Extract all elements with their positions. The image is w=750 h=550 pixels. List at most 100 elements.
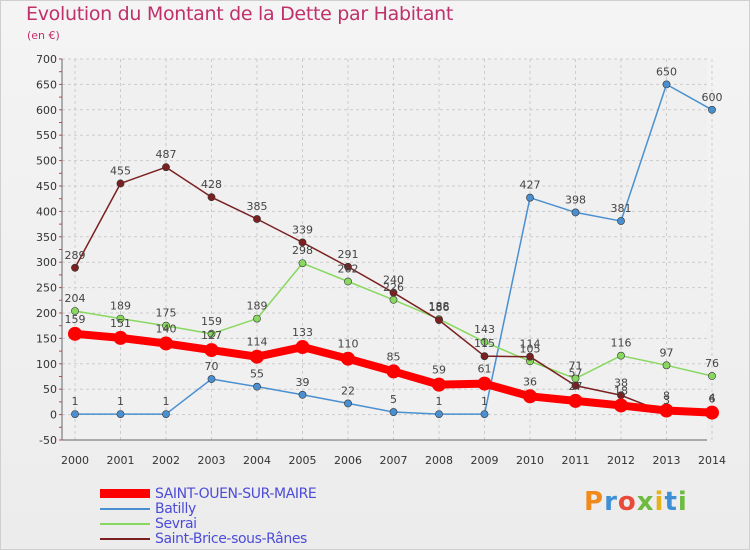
- data-label: 39: [296, 376, 310, 389]
- data-label: 36: [523, 375, 537, 388]
- data-label: 175: [156, 307, 177, 320]
- data-label: 70: [205, 360, 219, 373]
- data-point: [571, 208, 580, 217]
- x-tick-label: 2004: [243, 454, 271, 467]
- data-point: [253, 382, 261, 391]
- data-label: 4: [709, 392, 716, 405]
- data-label: 27: [569, 380, 583, 393]
- x-tick-label: 2008: [425, 454, 453, 467]
- data-label: 151: [110, 317, 131, 330]
- data-label: 1: [72, 395, 79, 408]
- data-point: [344, 399, 352, 408]
- data-point: [162, 410, 170, 418]
- y-tick-label: 100: [36, 358, 57, 371]
- logo-letter: P: [584, 487, 605, 517]
- logo-letter: x: [636, 487, 655, 517]
- legend-label: SAINT-OUEN-SUR-MAIRE: [155, 485, 317, 502]
- data-label: 3: [663, 394, 670, 407]
- data-label: 159: [65, 313, 86, 326]
- y-tick-label: 200: [36, 307, 57, 320]
- data-point: [662, 80, 671, 89]
- data-point: [68, 326, 82, 341]
- y-tick-label: 0: [50, 409, 57, 422]
- data-point: [708, 372, 716, 380]
- data-point: [480, 352, 489, 361]
- data-label: 38: [614, 376, 628, 389]
- data-label: 1: [481, 395, 488, 408]
- legend-label: Batilly: [155, 500, 196, 517]
- data-point: [71, 263, 79, 272]
- data-point: [435, 410, 443, 418]
- data-point: [71, 307, 79, 315]
- data-label: 114: [247, 336, 268, 349]
- x-tick-label: 2002: [152, 454, 180, 467]
- x-tick-label: 2014: [698, 454, 726, 467]
- x-tick-label: 2012: [607, 454, 635, 467]
- x-tick-label: 2003: [198, 454, 226, 467]
- data-label: 59: [432, 364, 446, 377]
- data-label: 22: [341, 384, 355, 397]
- data-label: 240: [383, 274, 404, 287]
- data-label: 6: [709, 393, 716, 406]
- data-point: [298, 390, 307, 399]
- data-point: [614, 398, 628, 413]
- x-tick-label: 2000: [61, 454, 89, 467]
- logo-letter: r: [604, 487, 618, 517]
- data-point: [298, 259, 307, 268]
- legend-swatch: [100, 507, 150, 510]
- data-label: 61: [478, 363, 492, 376]
- data-label: 8: [663, 390, 670, 403]
- data-label: 189: [110, 300, 131, 313]
- data-point: [523, 389, 537, 404]
- data-point: [116, 179, 125, 188]
- data-point: [526, 352, 534, 361]
- data-point: [659, 403, 674, 418]
- data-label: 1: [117, 395, 124, 408]
- data-point: [526, 193, 534, 202]
- data-point: [344, 277, 352, 286]
- y-tick-label: 600: [36, 104, 57, 117]
- data-point: [344, 262, 352, 271]
- data-point: [480, 410, 489, 418]
- data-label: 385: [247, 200, 268, 213]
- logo-letter: o: [617, 487, 637, 517]
- data-point: [432, 377, 446, 392]
- data-label: 133: [292, 326, 313, 339]
- data-label: 189: [247, 300, 268, 313]
- data-point: [568, 393, 583, 408]
- data-point: [71, 410, 79, 418]
- data-point: [253, 215, 261, 223]
- data-label: 339: [292, 223, 313, 236]
- data-point: [708, 105, 716, 114]
- y-tick-label: 50: [43, 383, 57, 396]
- data-label: 115: [474, 337, 495, 350]
- legend-item-saint-ouen: SAINT-OUEN-SUR-MAIRE: [100, 485, 317, 502]
- legend-label: Sevrai: [155, 515, 197, 532]
- y-tick-label: 400: [36, 205, 57, 218]
- data-label: 116: [611, 337, 632, 350]
- data-point: [207, 329, 216, 338]
- data-point: [389, 288, 398, 297]
- logo-letter: i: [677, 487, 688, 517]
- data-label: 1: [163, 395, 170, 408]
- data-point: [207, 375, 216, 383]
- x-tick-label: 2006: [334, 454, 362, 467]
- legend-item-sevrai: Sevrai: [100, 515, 316, 532]
- chart-title: Evolution du Montant de la Dette par Hab…: [26, 3, 454, 25]
- data-label: 143: [474, 323, 495, 336]
- data-label: 5: [390, 393, 397, 406]
- data-label: 226: [383, 281, 404, 294]
- data-label: 600: [702, 91, 723, 104]
- chart-legend: SAINT-OUEN-SUR-MAIRE Batilly Sevrai Sain…: [100, 485, 317, 547]
- y-tick-label: 500: [36, 155, 57, 168]
- data-point: [253, 314, 261, 323]
- data-label: 455: [110, 164, 131, 177]
- data-point: [341, 351, 355, 366]
- data-point: [162, 321, 170, 330]
- data-point: [617, 217, 625, 225]
- data-point: [617, 351, 625, 360]
- data-label: 57: [569, 367, 583, 380]
- y-tick-label: 150: [36, 332, 57, 345]
- data-point: [162, 163, 170, 172]
